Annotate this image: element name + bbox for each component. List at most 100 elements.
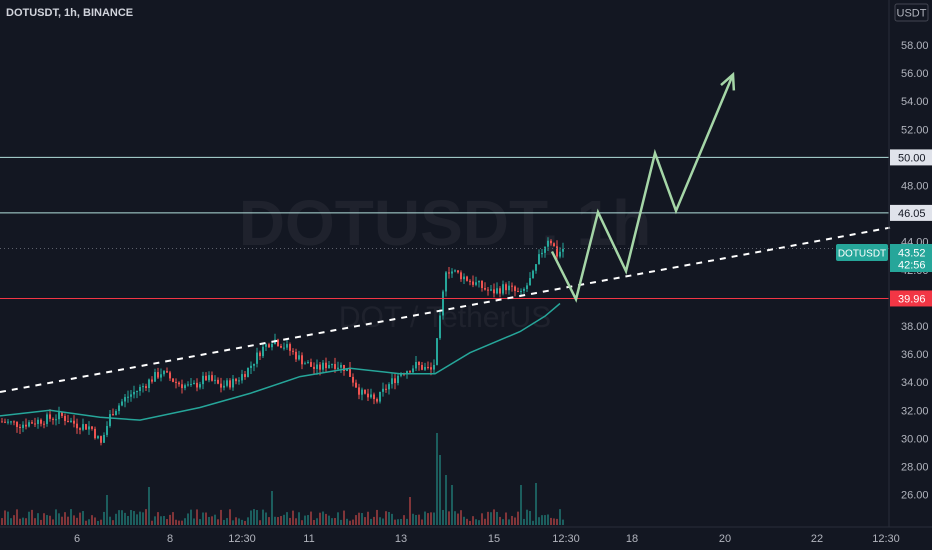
- symbol-tag-bg: [836, 244, 888, 261]
- chart-title: DOTUSDT, 1h, BINANCE: [6, 7, 133, 19]
- candle: [364, 389, 366, 395]
- candle: [145, 383, 147, 391]
- candle: [106, 421, 108, 438]
- projection-path[interactable]: [550, 74, 735, 303]
- volume-bar: [442, 509, 444, 525]
- candle: [442, 289, 444, 320]
- candle: [169, 370, 171, 381]
- volume-bar: [73, 515, 75, 525]
- volume-bar: [133, 511, 135, 525]
- volume-bar: [151, 520, 153, 525]
- candle: [277, 338, 279, 347]
- x-tick-label: 12:30: [552, 533, 580, 545]
- candle: [436, 338, 438, 366]
- candle: [157, 367, 159, 380]
- candle: [262, 344, 264, 359]
- volume-bar: [187, 513, 189, 525]
- volume-bar: [517, 511, 519, 525]
- candle: [490, 284, 492, 292]
- volume-bar: [556, 518, 558, 525]
- candle: [124, 393, 126, 408]
- candle: [292, 348, 294, 355]
- currency-button[interactable]: USDT: [894, 3, 929, 22]
- candle: [553, 242, 555, 247]
- projection-arrowhead: [720, 71, 736, 91]
- volume-bar: [358, 512, 360, 525]
- volume-bar: [136, 514, 138, 525]
- x-tick-label: 22: [811, 533, 823, 545]
- candle: [64, 413, 66, 426]
- volume-bar: [124, 512, 126, 525]
- candle: [235, 377, 237, 385]
- volume-bar: [130, 510, 132, 525]
- candle: [508, 281, 510, 295]
- candle: [331, 363, 333, 369]
- candle: [451, 268, 453, 278]
- candle: [214, 375, 216, 385]
- volume-bar: [274, 516, 276, 525]
- candle: [142, 383, 144, 393]
- volume-bar: [334, 518, 336, 525]
- candle: [445, 271, 447, 297]
- candle: [526, 282, 528, 292]
- candle: [529, 272, 531, 286]
- volume-bar: [481, 513, 483, 525]
- y-tick-label: 32.00: [901, 405, 929, 417]
- volume-bar: [181, 520, 183, 525]
- volume-bar: [229, 509, 231, 525]
- candle: [265, 343, 267, 352]
- level-tag-text: 50.00: [898, 152, 926, 164]
- candle: [259, 350, 261, 361]
- candle: [100, 435, 102, 446]
- volume-bar: [34, 518, 36, 525]
- volume-bar: [508, 519, 510, 525]
- candle: [358, 383, 360, 400]
- candle: [79, 427, 81, 435]
- time-axis[interactable]: 6 8 12:30 11 13 15 12:30 18 20 22 12:30: [74, 533, 900, 545]
- y-tick-label: 38.00: [901, 321, 929, 333]
- volume-bar: [250, 510, 252, 525]
- candle: [439, 309, 441, 340]
- level-tag: 39.96: [890, 290, 932, 307]
- candle: [178, 381, 180, 387]
- volume-bar: [4, 510, 6, 525]
- candle: [385, 384, 387, 393]
- volume-bar: [466, 518, 468, 525]
- volume-bar: [13, 515, 15, 525]
- volume-bar: [484, 518, 486, 525]
- candle: [412, 365, 414, 373]
- volume-bar: [106, 495, 108, 525]
- volume-bar: [172, 512, 174, 525]
- volume-bar: [241, 519, 243, 525]
- candle: [46, 412, 48, 427]
- volume-bar: [487, 511, 489, 525]
- candle: [505, 282, 507, 295]
- volume-bar: [304, 515, 306, 525]
- volume-bar: [31, 509, 33, 525]
- x-tick-label: 8: [167, 533, 173, 545]
- candle: [55, 414, 57, 426]
- volume-bar: [469, 520, 471, 525]
- candle: [241, 369, 243, 384]
- volume-bar: [535, 483, 537, 525]
- volume-bar: [49, 515, 51, 525]
- volume-bar: [64, 512, 66, 525]
- volume-bar: [157, 512, 159, 525]
- volume-bar: [289, 517, 291, 525]
- candle: [298, 350, 300, 361]
- volume-bar: [544, 515, 546, 525]
- volume-bar: [61, 516, 63, 525]
- volume-bar: [211, 516, 213, 525]
- volume-bar: [163, 515, 165, 525]
- volume-bar: [547, 514, 549, 525]
- candle: [394, 373, 396, 390]
- volume-bar: [427, 513, 429, 525]
- candle: [121, 398, 123, 407]
- volume-bar: [214, 514, 216, 525]
- volume-bar: [262, 509, 264, 525]
- candle: [433, 359, 435, 375]
- volume-bar: [112, 520, 114, 525]
- volume-bar: [376, 509, 378, 525]
- candle: [496, 282, 498, 295]
